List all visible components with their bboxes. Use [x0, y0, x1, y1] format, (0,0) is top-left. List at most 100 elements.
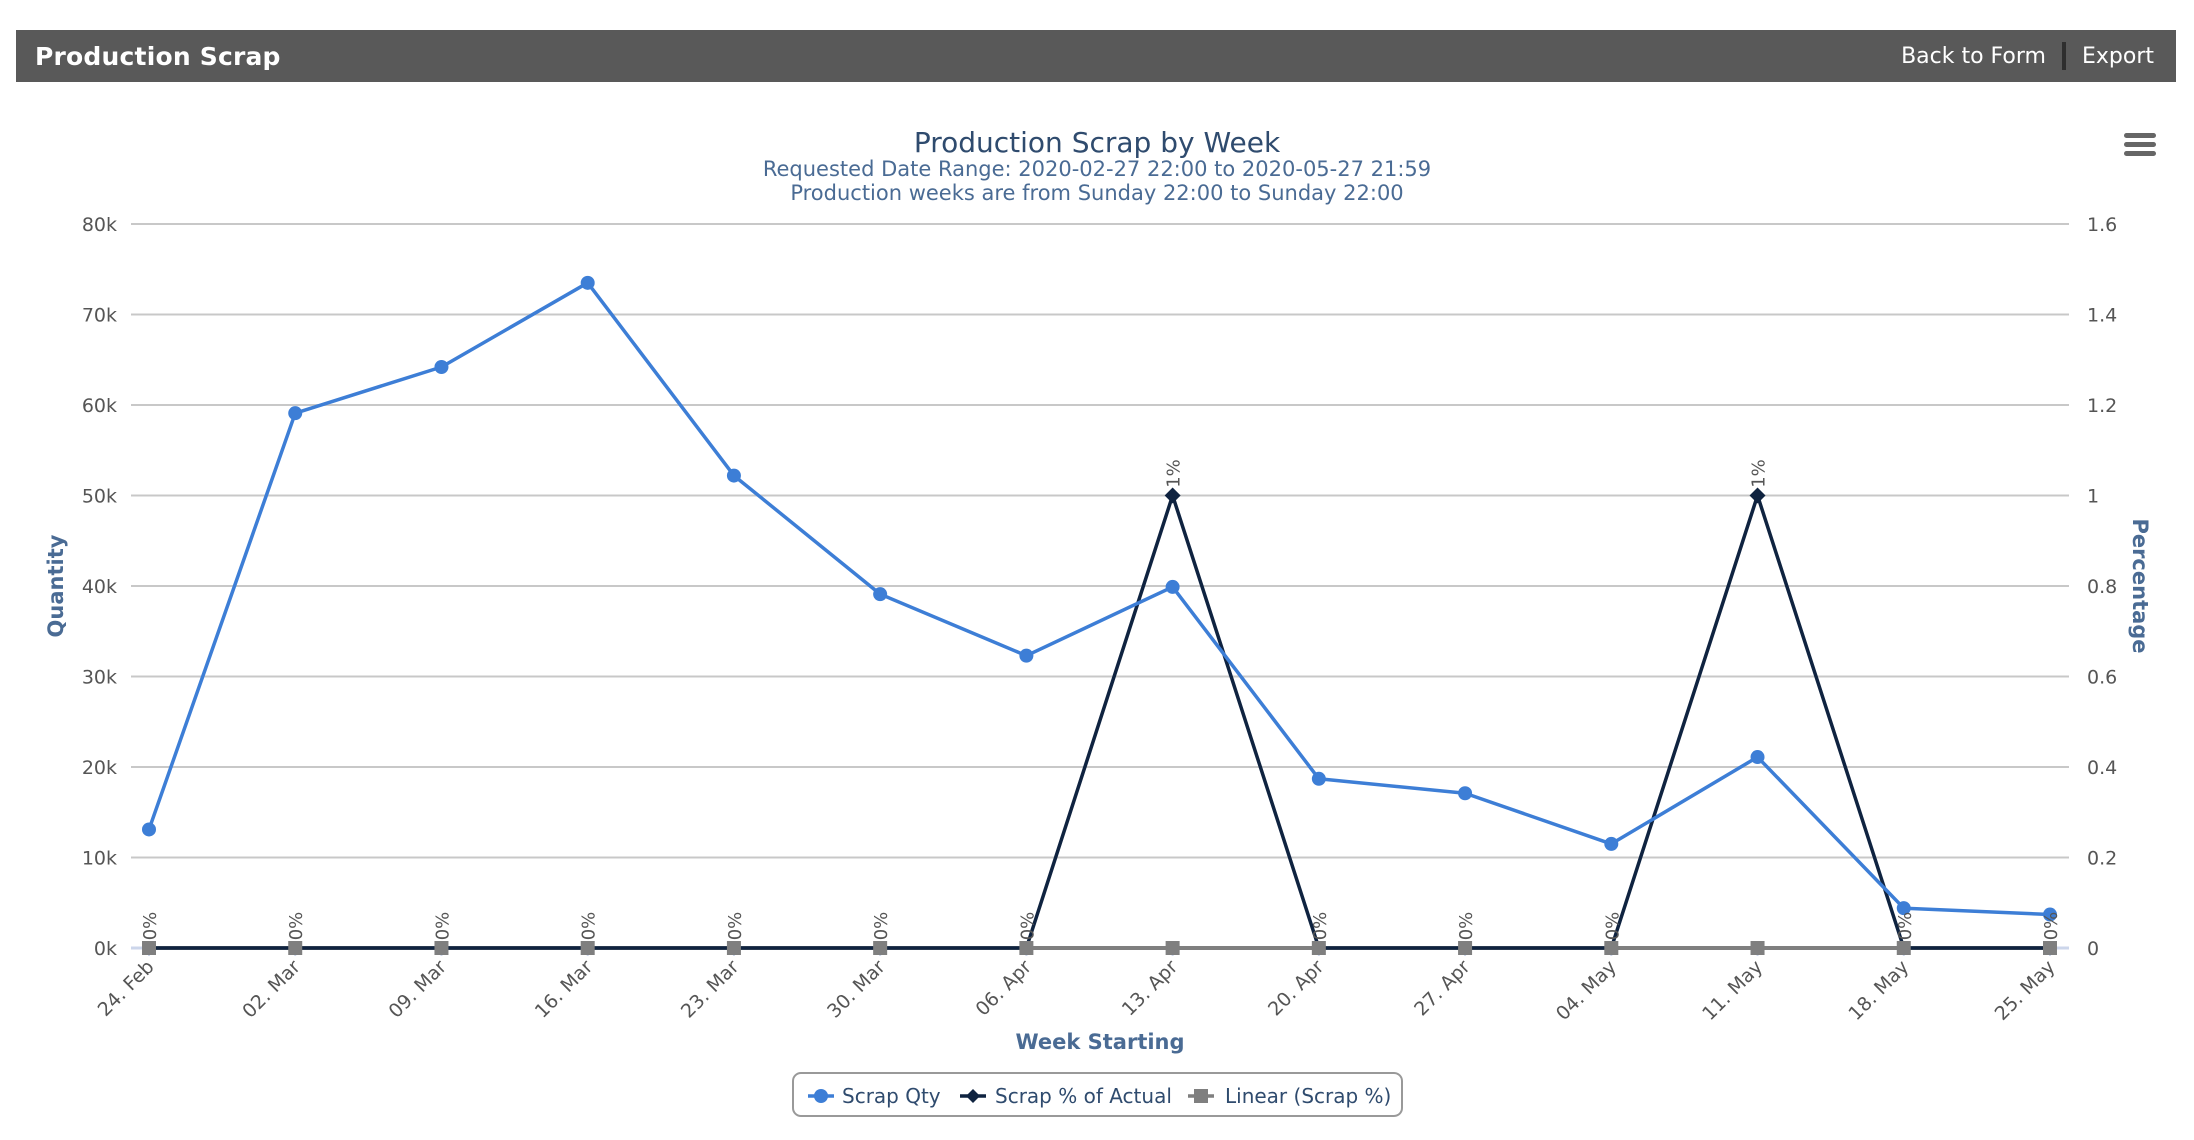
qty-point-marker[interactable]	[434, 359, 449, 374]
qty-point-marker[interactable]	[2043, 907, 2057, 922]
pct-data-label: 0%	[1310, 912, 1331, 941]
legend-label: Scrap % of Actual	[995, 1084, 1172, 1108]
pct-point-marker[interactable]	[1164, 487, 1181, 504]
qty-point-marker[interactable]	[1750, 750, 1765, 765]
linear-point-marker[interactable]	[873, 941, 888, 955]
header-bar: Production Scrap Back to Form Export	[16, 30, 2176, 82]
qty-point-marker[interactable]	[1019, 648, 1034, 663]
y2-axis-tick-label: 1.6	[2087, 214, 2117, 236]
pct-data-label: 1%	[1749, 459, 1770, 488]
y2-axis-tick-label: 1.2	[2087, 395, 2117, 417]
y2-axis-tick-label: 0.4	[2087, 757, 2117, 779]
legend-item-linear-scrap-pct[interactable]: Linear (Scrap %)	[1188, 1084, 1391, 1108]
y2-axis-tick-label: 0.2	[2087, 848, 2117, 870]
legend-diamond-icon	[966, 1089, 980, 1103]
linear-point-marker[interactable]	[1604, 941, 1619, 955]
series-scrap-pct-line	[149, 493, 2050, 950]
y2-axis-tick-label: 0	[2087, 938, 2099, 960]
x-axis-tick-label: 06. Apr	[971, 956, 1036, 1021]
pct-data-label: 1%	[1164, 459, 1185, 488]
linear-point-marker[interactable]	[1311, 941, 1326, 955]
chart-subtitle-weeks: Production weeks are from Sunday 22:00 t…	[790, 181, 1404, 205]
pct-data-label: 0%	[579, 912, 600, 941]
linear-point-marker[interactable]	[288, 941, 303, 955]
back-to-form-link[interactable]: Back to Form	[1901, 43, 2046, 69]
y2-axis-title: Percentage	[2128, 518, 2152, 653]
x-axis-title: Week Starting	[1015, 1030, 1184, 1054]
page-title: Production Scrap	[35, 41, 281, 71]
linear-point-marker[interactable]	[726, 941, 741, 955]
x-axis-tick-label: 09. Mar	[384, 956, 451, 1023]
header-separator	[2061, 42, 2066, 70]
qty-point-marker[interactable]	[1165, 579, 1180, 594]
linear-point-marker[interactable]	[1458, 941, 1473, 955]
linear-point-marker[interactable]	[1750, 941, 1765, 955]
y-axis-tick-label: 60k	[82, 395, 117, 417]
legend-square-icon	[1194, 1089, 1208, 1103]
legend-label: Scrap Qty	[842, 1084, 941, 1108]
pct-data-label: 0%	[286, 912, 307, 941]
legend-item-scrap-qty[interactable]: Scrap Qty	[808, 1084, 941, 1108]
pct-data-label: 0%	[1895, 912, 1916, 941]
linear-point-marker[interactable]	[1019, 941, 1034, 955]
y2-axis-tick-label: 0.8	[2087, 576, 2117, 598]
header-actions: Back to Form Export	[1901, 42, 2154, 70]
hamburger-menu-icon[interactable]	[2124, 133, 2156, 161]
pct-data-label: 0%	[1602, 912, 1623, 941]
x-axis-tick-label: 23. Mar	[677, 956, 744, 1023]
export-link[interactable]: Export	[2081, 43, 2154, 69]
y-axis-tick-label: 40k	[82, 576, 117, 598]
x-axis-tick-label: 04. May	[1552, 956, 1621, 1025]
x-axis-tick-label: 20. Apr	[1264, 956, 1329, 1021]
qty-point-marker[interactable]	[1896, 901, 1911, 916]
qty-point-marker[interactable]	[1458, 786, 1473, 801]
linear-point-marker[interactable]	[1896, 941, 1911, 955]
y2-axis-tick-label: 0.6	[2087, 667, 2117, 689]
qty-point-marker[interactable]	[142, 822, 156, 837]
legend-circle-icon	[814, 1089, 828, 1103]
qty-point-marker[interactable]	[580, 275, 595, 290]
y-axis-tick-label: 70k	[82, 305, 117, 327]
series-scrap-qty-line	[147, 281, 2051, 917]
x-axis-tick-label: 18. May	[1844, 956, 1913, 1025]
pct-data-label: 0%	[871, 912, 892, 941]
pct-data-label: 0%	[432, 912, 453, 941]
chart-subtitle-date-range: Requested Date Range: 2020-02-27 22:00 t…	[762, 157, 1432, 181]
linear-point-marker[interactable]	[1165, 941, 1180, 955]
legend-item-scrap-pct[interactable]: Scrap % of Actual	[960, 1084, 1172, 1108]
qty-point-marker[interactable]	[1604, 836, 1619, 851]
y-axis-tick-label: 30k	[82, 667, 117, 689]
qty-point-marker[interactable]	[288, 406, 303, 421]
y-axis-tick-label: 50k	[82, 486, 117, 508]
gridlines: 0k 10k 20k 30k 40k 50k 60k 70k 80k 0 0.2 0.4 0.6 0.8 1…	[82, 214, 2117, 960]
x-axis-tick-label: 27. Apr	[1410, 956, 1475, 1021]
y-axis-tick-label: 20k	[82, 757, 117, 779]
x-axis-tick-label: 11. May	[1698, 956, 1767, 1025]
x-axis-tick-label: 25. May	[1991, 956, 2060, 1025]
qty-point-marker[interactable]	[1311, 771, 1326, 786]
x-axis: 24. Feb 02. Mar 09. Mar 16. Mar 23. Mar 30. M…	[94, 948, 2060, 1025]
x-axis-tick-label: 16. Mar	[531, 956, 598, 1023]
qty-point-marker[interactable]	[873, 587, 888, 602]
y-axis-tick-label: 80k	[82, 214, 117, 236]
x-axis-tick-label: 30. Mar	[823, 956, 890, 1023]
linear-point-marker[interactable]	[434, 941, 449, 955]
x-axis-tick-label: 13. Apr	[1118, 956, 1183, 1021]
pct-data-label: 0%	[1017, 912, 1038, 941]
pct-data-label: 0%	[2041, 912, 2062, 941]
linear-point-marker[interactable]	[2043, 941, 2057, 955]
y-axis-title: Quantity	[44, 534, 68, 637]
y2-axis-tick-label: 1.4	[2087, 305, 2117, 327]
y-axis-tick-label: 0k	[94, 938, 117, 960]
pct-data-label: 0%	[725, 912, 746, 941]
legend-label: Linear (Scrap %)	[1225, 1084, 1391, 1108]
qty-point-marker[interactable]	[726, 468, 741, 483]
linear-point-marker[interactable]	[142, 941, 156, 955]
y-axis-tick-label: 10k	[82, 848, 117, 870]
pct-data-label: 0%	[1456, 912, 1477, 941]
pct-point-marker[interactable]	[1749, 487, 1766, 504]
y2-axis-tick-label: 1	[2087, 486, 2099, 508]
linear-point-marker[interactable]	[580, 941, 595, 955]
x-axis-tick-label: 02. Mar	[238, 956, 305, 1023]
